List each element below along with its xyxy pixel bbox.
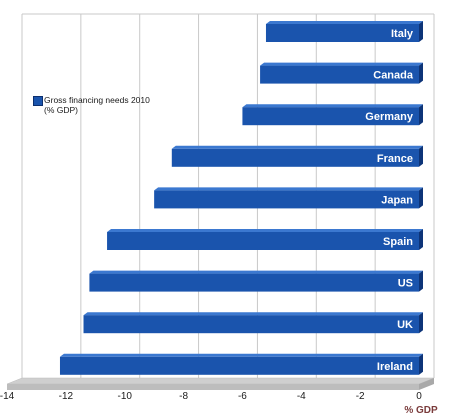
bar-front-face xyxy=(265,24,419,42)
bar-label: UK xyxy=(397,319,413,331)
bar-front-face xyxy=(59,356,419,375)
bar-label: US xyxy=(398,278,413,290)
bar-top-face xyxy=(265,21,423,24)
x-tick-label: -10 xyxy=(117,391,132,402)
bar-side-face xyxy=(419,62,423,84)
chart-floor xyxy=(6,377,435,390)
bar-label: France xyxy=(377,153,413,165)
floor-side xyxy=(419,378,434,390)
bar-top-face xyxy=(171,145,423,149)
bar-side-face xyxy=(419,353,423,375)
floor-top xyxy=(6,377,435,385)
bar-front-face xyxy=(242,107,419,126)
bar-front-face xyxy=(260,65,419,84)
x-tick-labels: -14 -12 -10 -8 -6 -4 -2 0 xyxy=(0,391,422,402)
bar-front-face xyxy=(171,148,419,167)
bar-top-face xyxy=(59,353,423,357)
bar-spain: Spain xyxy=(107,229,424,250)
bar-label: Italy xyxy=(391,28,414,40)
legend-swatch xyxy=(33,96,43,106)
bar-italy: Italy xyxy=(265,21,423,42)
x-tick-label: -4 xyxy=(297,391,306,402)
bar-front-face xyxy=(89,273,420,292)
bar-label: Spain xyxy=(383,236,413,248)
bar-front-face xyxy=(107,232,420,250)
legend-label-line-1: Gross financing needs 2010 xyxy=(44,95,150,105)
bar-ireland: Ireland xyxy=(59,353,423,375)
bars-layer: Italy Canada Germany France Japan Spain US UK Ir… xyxy=(59,21,424,375)
legend: Gross financing needs 2010 (% GDP) xyxy=(33,95,183,115)
x-axis-title: % GDP xyxy=(404,405,438,416)
bar-canada: Canada xyxy=(260,62,423,84)
x-tick-label: -2 xyxy=(356,391,365,402)
bar-japan: Japan xyxy=(154,187,423,209)
bar-side-face xyxy=(419,312,423,334)
bar-side-face xyxy=(419,187,423,209)
bar-uk: UK xyxy=(83,312,423,334)
bar-top-face xyxy=(260,62,423,66)
x-tick-label: -14 xyxy=(0,391,15,402)
x-tick-label: -8 xyxy=(179,391,188,402)
bar-france: France xyxy=(171,145,423,167)
bar-top-face xyxy=(89,270,424,274)
bar-side-face xyxy=(419,229,423,250)
bar-top-face xyxy=(154,187,423,191)
bar-front-face xyxy=(154,190,419,209)
legend-label: Gross financing needs 2010 (% GDP) xyxy=(44,95,183,115)
bar-label: Japan xyxy=(381,194,413,206)
bar-top-face xyxy=(242,104,423,108)
bar-label: Canada xyxy=(373,70,414,82)
x-tick-label: -6 xyxy=(238,391,247,402)
bar-side-face xyxy=(419,21,423,42)
bar-label: Ireland xyxy=(377,361,413,373)
x-tick-label: 0 xyxy=(416,391,422,402)
bar-germany: Germany xyxy=(242,104,423,126)
x-tick-label: -12 xyxy=(59,391,74,402)
bar-front-face xyxy=(83,315,419,334)
bar-side-face xyxy=(419,270,423,292)
floor-front xyxy=(7,384,419,390)
bar-us: US xyxy=(89,270,424,292)
bar-side-face xyxy=(419,104,423,126)
legend-label-line-2: (% GDP) xyxy=(44,105,78,115)
bar-top-face xyxy=(107,229,424,232)
bar-top-face xyxy=(83,312,423,316)
bar-side-face xyxy=(419,145,423,167)
bar-label: Germany xyxy=(365,111,414,123)
